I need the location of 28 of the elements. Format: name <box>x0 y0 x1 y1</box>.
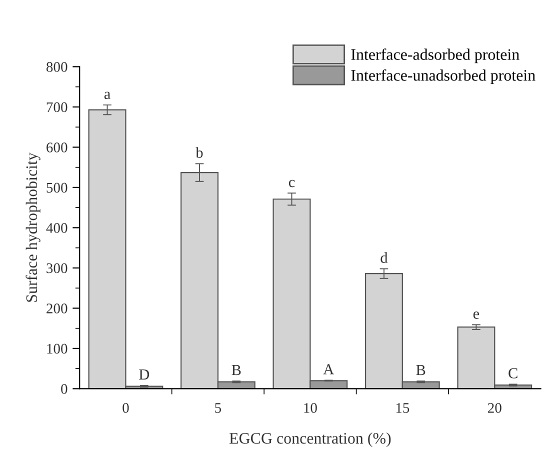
y-tick-label: 300 <box>46 263 68 274</box>
y-tick-label: 500 <box>46 182 68 193</box>
y-tick-label: 400 <box>46 223 68 233</box>
annotation: B <box>416 365 426 376</box>
legend-label: Interface-unadsorbed protein <box>351 69 536 84</box>
x-tick-label: 20 <box>488 403 502 413</box>
y-tick-label: 700 <box>46 102 68 112</box>
annotation: d <box>380 252 388 263</box>
annotation: a <box>104 92 110 100</box>
annotation: C <box>508 368 518 378</box>
annotation: A <box>323 364 334 374</box>
legend-label: Interface-adsorbed protein <box>351 48 520 64</box>
annotation: B <box>232 365 241 376</box>
x-tick-label: 15 <box>396 403 410 413</box>
y-tick-label: 100 <box>47 344 68 354</box>
y-tick-label: 200 <box>46 304 68 314</box>
y-axis-title: Surface hydrophobicity <box>26 152 40 302</box>
annotation: b <box>196 147 203 158</box>
y-tick-label: 0 <box>61 384 68 394</box>
x-tick-label: 0 <box>122 403 129 413</box>
x-axis-title: EGCG concentration (%) <box>229 432 391 447</box>
annotation: D <box>139 369 150 380</box>
annotation: c <box>288 180 295 188</box>
x-tick-label: 5 <box>215 403 222 413</box>
y-tick-label: 600 <box>46 142 68 152</box>
x-tick-label: 10 <box>304 403 317 413</box>
y-tick-label: 800 <box>46 62 68 72</box>
annotation: e <box>473 311 480 319</box>
